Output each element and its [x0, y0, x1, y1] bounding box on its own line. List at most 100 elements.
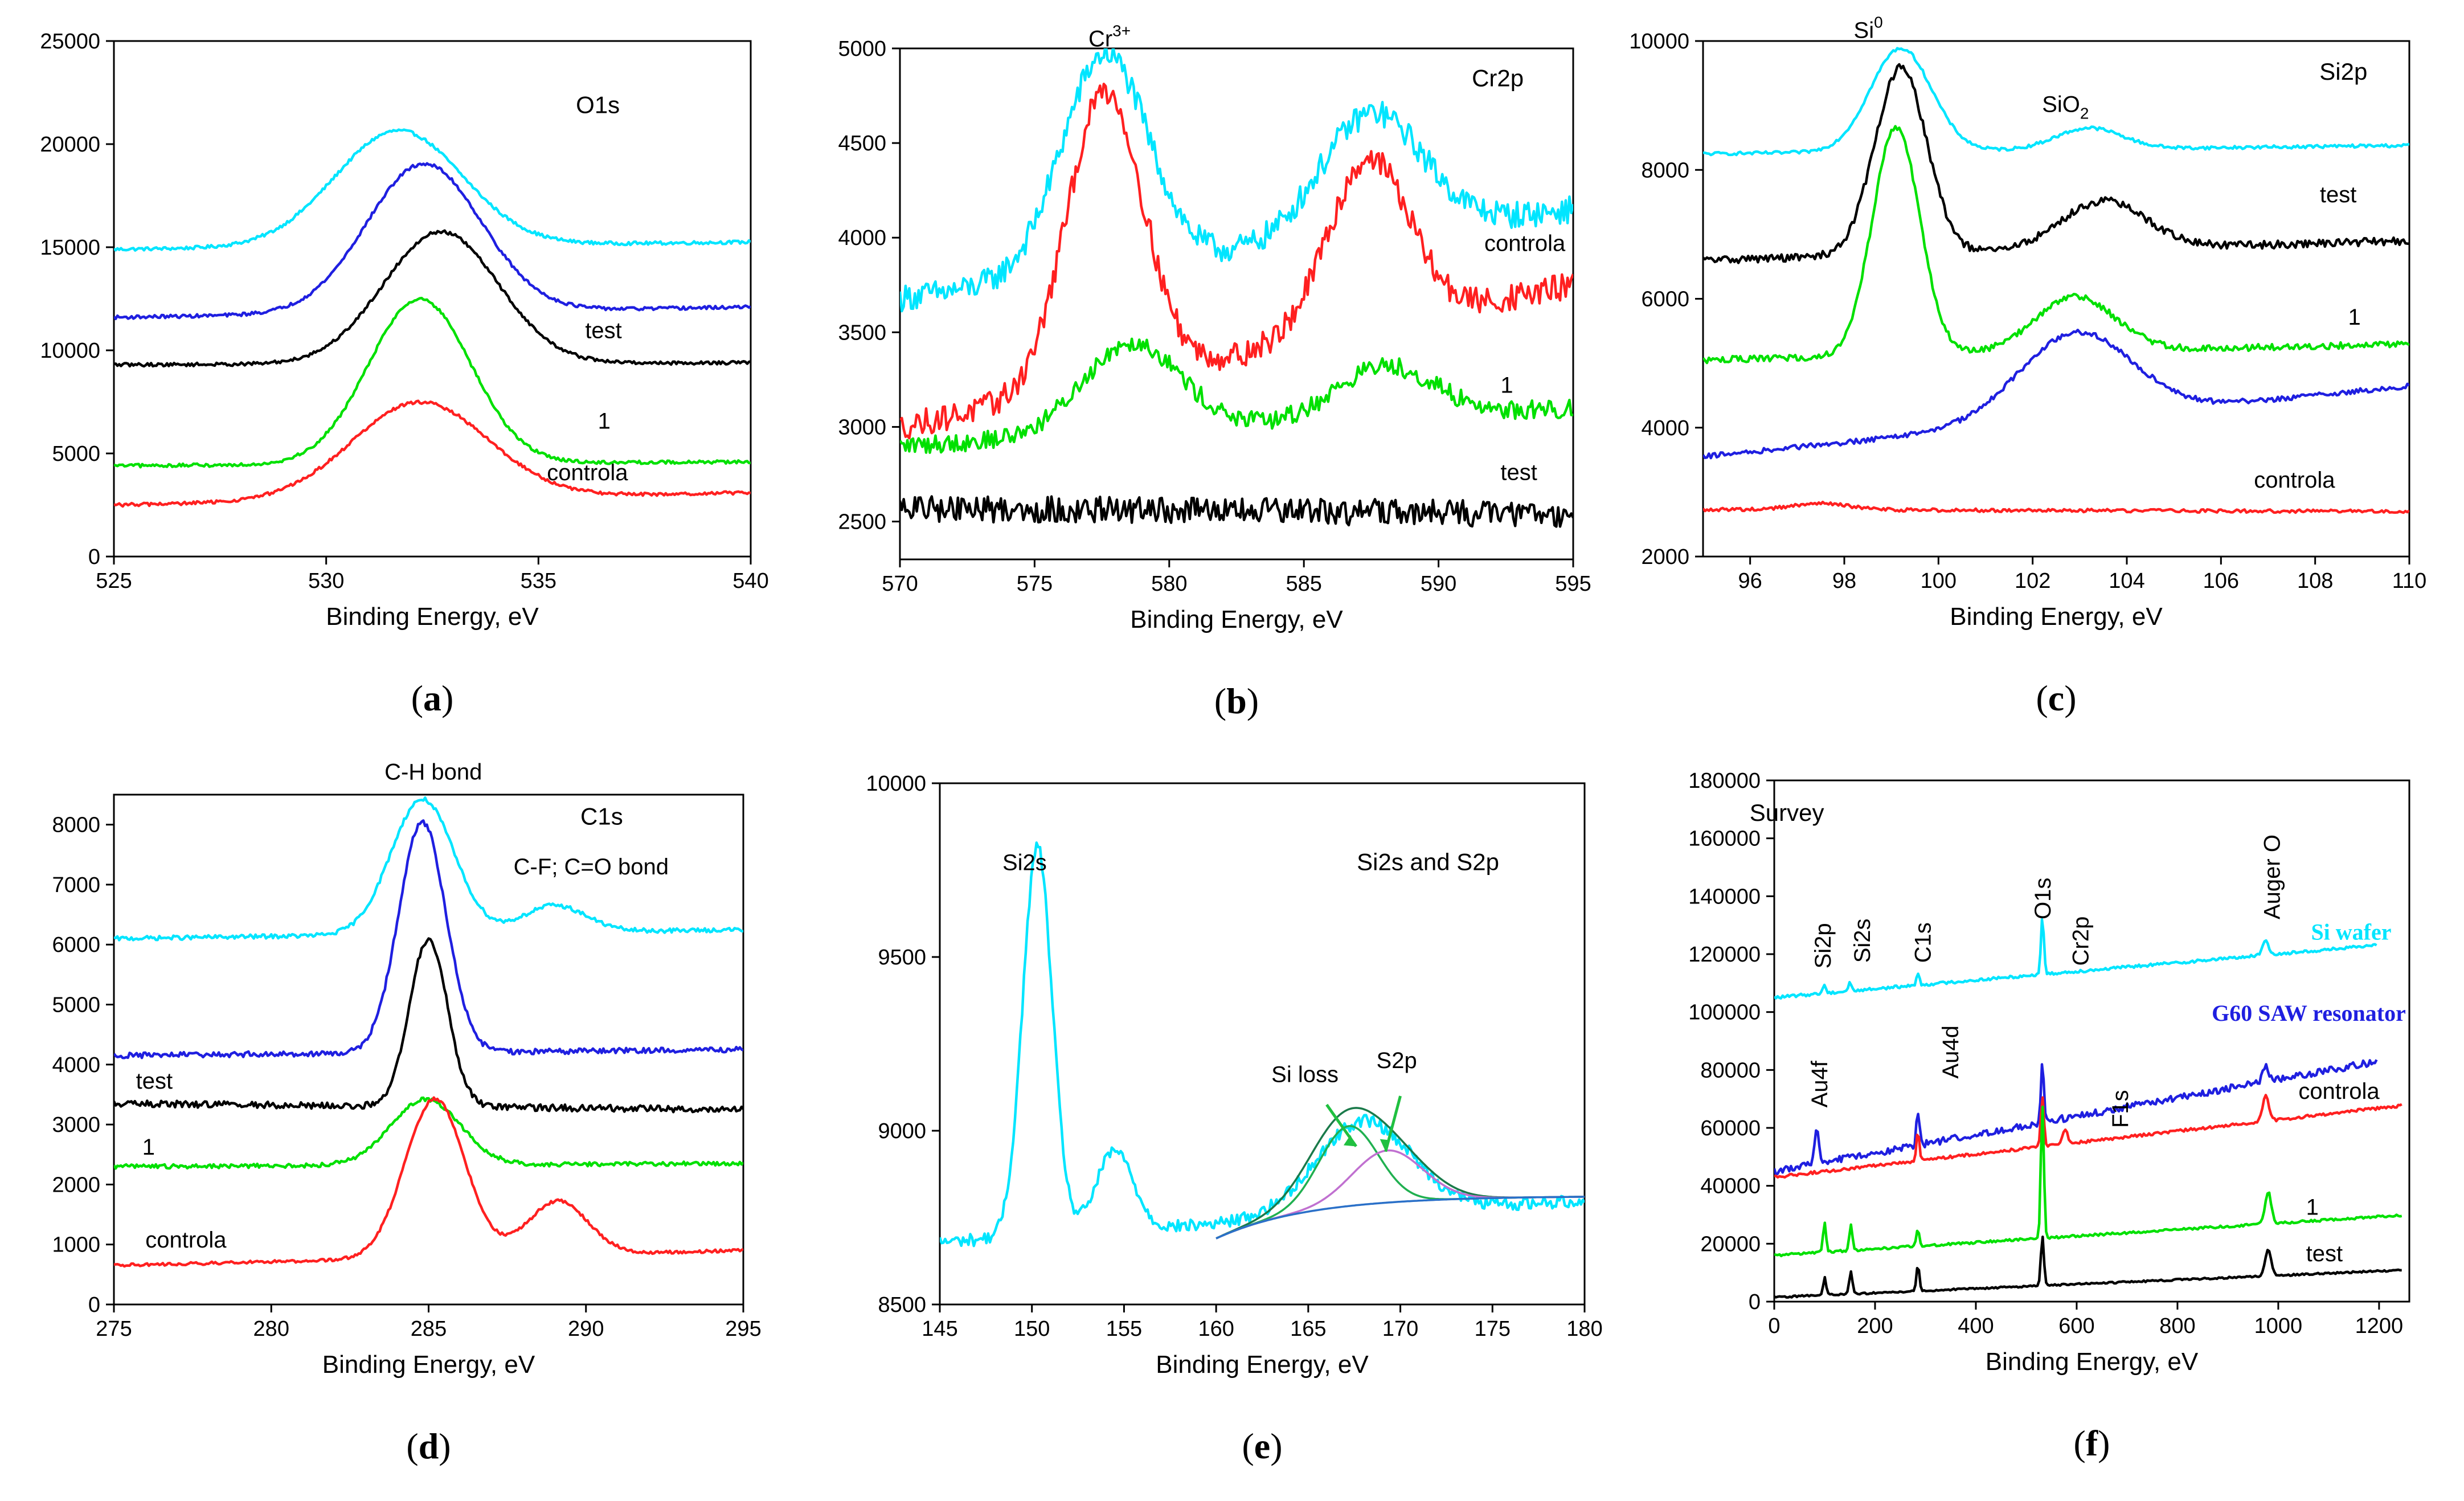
series-label: controla	[2298, 1079, 2380, 1104]
y-tick-label: 9000	[878, 1119, 926, 1143]
series-line-1	[900, 337, 1573, 454]
x-tick-label: 150	[1014, 1317, 1050, 1341]
series-label: 1	[2348, 305, 2361, 330]
peak-label-text: Cr	[1088, 27, 1112, 52]
peak-label-vertical: Auger O	[2260, 835, 2285, 919]
chart-title: C1s	[580, 803, 623, 830]
chart-title: Survey	[1750, 799, 1824, 826]
x-axis-label: Binding Energy, eV	[322, 1351, 535, 1379]
series-line-test	[900, 495, 1573, 528]
peak-label-text: C-H bond	[384, 760, 482, 785]
y-tick-label: 3000	[838, 415, 886, 439]
peak-label-vertical: Cr2p	[2068, 917, 2093, 966]
x-tick-label: 575	[1017, 572, 1053, 596]
peak-label: C-F; C=O bond	[514, 854, 669, 880]
series-line-test	[114, 937, 743, 1114]
x-tick-label: 100	[1921, 569, 1957, 593]
series-line-blue	[114, 819, 743, 1060]
y-tick-label: 4000	[1641, 416, 1689, 440]
chart-title: Cr2p	[1472, 64, 1524, 91]
x-tick-label: 595	[1555, 572, 1591, 596]
x-tick-label: 295	[725, 1317, 761, 1341]
x-tick-label: 585	[1286, 572, 1321, 596]
x-tick-label: 175	[1475, 1317, 1511, 1341]
series-line-controla	[114, 1096, 743, 1268]
series-label: test	[2320, 182, 2356, 207]
y-tick-label: 3500	[838, 321, 886, 345]
x-axis-label: Binding Energy, eV	[326, 603, 539, 631]
x-axis-label: Binding Energy, eV	[1156, 1351, 1369, 1379]
x-tick-label: 98	[1832, 569, 1856, 593]
plot-frame	[1773, 779, 2410, 1303]
y-tick-label: 4000	[838, 226, 886, 250]
chart-title: O1s	[576, 92, 620, 118]
panel-caption-letter: e	[1254, 1426, 1270, 1466]
series-label: controla	[2254, 468, 2335, 493]
panel-caption: (b)	[1214, 681, 1259, 721]
series-line-blue	[114, 162, 751, 321]
peak-label-vertical: Si2p	[1811, 923, 1836, 968]
plot-area	[114, 796, 743, 1268]
x-tick-label: 145	[922, 1317, 957, 1341]
plot-area	[1774, 918, 2402, 1299]
y-tick-label: 7000	[52, 873, 100, 897]
series-label: controla	[1484, 231, 1566, 256]
y-tick-label: 8000	[52, 813, 100, 837]
y-tick-label: 180000	[1688, 769, 1761, 793]
chart-c: 96 98 100 102 104 106 108 110200040006000800010…	[1629, 13, 2426, 718]
x-tick-label: 180	[1566, 1317, 1602, 1341]
peak-label-sub: 2	[2080, 104, 2089, 122]
x-axis-label: Binding Energy, eV	[1986, 1348, 2199, 1376]
y-tick-label: 25000	[40, 30, 100, 54]
series-line-cyan	[114, 128, 751, 252]
series-label: Si wafer	[2311, 919, 2391, 945]
x-tick-label: 570	[882, 572, 918, 596]
fit-component-s2p	[1215, 1149, 1585, 1240]
x-axis-label: Binding Energy, eV	[1950, 603, 2163, 631]
chart-f: 0 200 400 600 800 1000 1200 0 20000 40000 60000 800…	[1688, 769, 2410, 1463]
x-tick-label: 96	[1738, 569, 1762, 593]
x-tick-label: 1000	[2254, 1314, 2303, 1338]
chart-title: Si2s and S2p	[1357, 849, 1499, 876]
plot-area	[114, 128, 751, 508]
y-tick-label: 140000	[1688, 885, 1761, 909]
series-line-controla	[900, 83, 1573, 440]
panel-caption-letter: b	[1226, 681, 1247, 721]
y-tick-label: 5000	[52, 993, 100, 1017]
peak-label-vertical: Au4f	[1807, 1060, 1832, 1107]
chart-title: Si2p	[2319, 58, 2367, 85]
x-tick-label: 200	[1857, 1314, 1893, 1338]
y-tick-label: 120000	[1688, 943, 1761, 967]
y-tick-label: 10000	[40, 339, 100, 363]
series-line-cyan	[900, 48, 1573, 313]
panel-caption-letter: f	[2086, 1423, 2098, 1463]
y-tick-label: 8000	[1641, 158, 1689, 182]
y-tick-label: 2000	[1641, 545, 1689, 569]
x-tick-label: 590	[1421, 572, 1456, 596]
peak-label-sup: 3+	[1112, 22, 1131, 40]
x-axis-label: Binding Energy, eV	[1130, 606, 1343, 633]
panel-caption: (f)	[2074, 1423, 2110, 1463]
y-tick-label: 1000	[52, 1233, 100, 1257]
plot-area	[1703, 47, 2409, 514]
series-label: 1	[2306, 1195, 2319, 1220]
chart-e: 145 150 155 160 165 170 175 180 8500 9000 9500 1000…	[866, 772, 1602, 1466]
y-tick-label: 10000	[1629, 30, 1689, 54]
series-label: 1	[1500, 373, 1513, 398]
series-label: controla	[145, 1228, 227, 1253]
y-tick-label: 15000	[40, 236, 100, 260]
plot-frame	[939, 782, 1586, 1306]
y-tick-label: 40000	[1700, 1175, 1761, 1199]
x-tick-label: 540	[732, 569, 768, 593]
y-tick-label: 6000	[52, 933, 100, 957]
peak-label-vertical: Au4d	[1938, 1025, 1963, 1078]
x-tick-label: 1200	[2355, 1314, 2404, 1338]
series-line-controla	[114, 399, 751, 508]
series-line-measured	[940, 841, 1585, 1248]
plot-area	[900, 48, 1573, 528]
peak-label-text: C-F; C=O bond	[514, 854, 669, 880]
x-tick-label: 530	[308, 569, 344, 593]
panel-caption-letter: a	[423, 678, 441, 718]
y-tick-label: 6000	[1641, 288, 1689, 312]
